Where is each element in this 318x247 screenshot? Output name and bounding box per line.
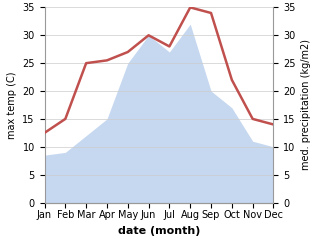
X-axis label: date (month): date (month) xyxy=(118,226,200,236)
Y-axis label: max temp (C): max temp (C) xyxy=(7,71,17,139)
Y-axis label: med. precipitation (kg/m2): med. precipitation (kg/m2) xyxy=(301,40,311,170)
